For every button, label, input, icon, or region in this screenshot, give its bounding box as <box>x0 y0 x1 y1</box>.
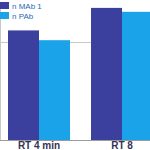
chart-svg: RT 4 min RT 8 n MAb 1n PAb <box>0 0 150 150</box>
legend: n MAb 1n PAb <box>0 2 42 21</box>
legend-swatch <box>0 12 9 19</box>
category-label: RT 4 min <box>18 140 60 150</box>
chart: RT 4 min RT 8 n MAb 1n PAb <box>0 0 150 150</box>
legend-label: n MAb 1 <box>12 2 42 11</box>
y-axis-line <box>0 3 1 140</box>
legend-swatch <box>0 2 9 9</box>
category-label: RT 8 <box>111 140 133 150</box>
legend-label: n PAb <box>12 12 34 21</box>
bar <box>39 40 70 140</box>
bar <box>122 12 150 140</box>
bar <box>91 8 122 140</box>
bars <box>8 8 150 140</box>
bar <box>8 30 39 140</box>
